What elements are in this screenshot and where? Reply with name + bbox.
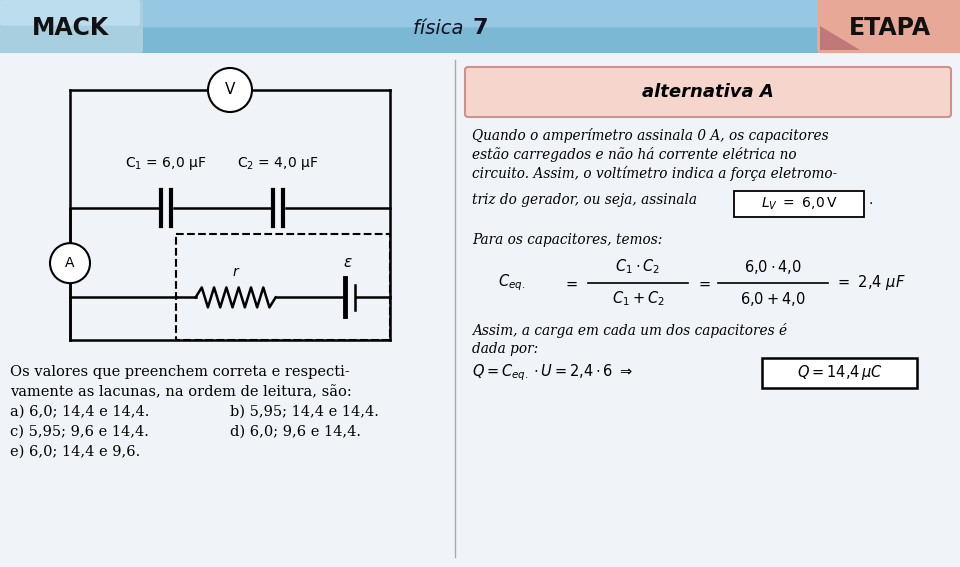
Text: Para os capacitores, temos:: Para os capacitores, temos: xyxy=(472,233,662,247)
FancyBboxPatch shape xyxy=(817,0,960,53)
Text: A: A xyxy=(65,256,75,270)
Text: 7: 7 xyxy=(472,18,488,38)
Bar xyxy=(734,191,864,217)
FancyBboxPatch shape xyxy=(77,0,883,53)
Text: $6{,}0 \cdot 4{,}0$: $6{,}0 \cdot 4{,}0$ xyxy=(744,258,802,276)
Text: Os valores que preenchem correta e respecti-: Os valores que preenchem correta e respe… xyxy=(10,365,349,379)
Text: C$_2$ = 4,0 μF: C$_2$ = 4,0 μF xyxy=(237,154,319,171)
Text: Assim, a carga em cada um dos capacitores é: Assim, a carga em cada um dos capacitore… xyxy=(472,323,787,338)
Text: V: V xyxy=(225,83,235,98)
Text: .: . xyxy=(868,193,873,207)
Text: $6{,}0 + 4{,}0$: $6{,}0 + 4{,}0$ xyxy=(740,290,805,308)
Text: $Q = 14{,}4\,\mu C$: $Q = 14{,}4\,\mu C$ xyxy=(797,363,882,383)
Text: $=$: $=$ xyxy=(696,276,711,290)
FancyBboxPatch shape xyxy=(0,0,143,53)
Text: C$_1$ = 6,0 μF: C$_1$ = 6,0 μF xyxy=(126,154,206,171)
Text: $=$: $=$ xyxy=(563,276,579,290)
Bar xyxy=(176,234,390,340)
Text: $C_1 \cdot C_2$: $C_1 \cdot C_2$ xyxy=(615,257,660,276)
Text: d) 6,0; 9,6 e 14,4.: d) 6,0; 9,6 e 14,4. xyxy=(230,425,361,439)
Text: dada por:: dada por: xyxy=(472,342,539,356)
Text: r: r xyxy=(232,265,238,280)
Text: ETAPA: ETAPA xyxy=(849,16,931,40)
Text: vamente as lacunas, na ordem de leitura, são:: vamente as lacunas, na ordem de leitura,… xyxy=(10,385,351,399)
FancyBboxPatch shape xyxy=(80,0,880,27)
Text: a) 6,0; 14,4 e 14,4.: a) 6,0; 14,4 e 14,4. xyxy=(10,405,150,419)
Text: triz do gerador, ou seja, assinala: triz do gerador, ou seja, assinala xyxy=(472,193,697,207)
Text: $Q = C_{eq.} \cdot U = 2{,}4 \cdot 6\ \Rightarrow$: $Q = C_{eq.} \cdot U = 2{,}4 \cdot 6\ \R… xyxy=(472,363,634,383)
Text: circuito. Assim, o voltímetro indica a força eletromo-: circuito. Assim, o voltímetro indica a f… xyxy=(472,166,837,181)
Polygon shape xyxy=(820,26,860,50)
Text: física: física xyxy=(413,19,470,37)
Text: MACK: MACK xyxy=(32,16,108,40)
Text: $=\ 2{,}4\ \mu F$: $=\ 2{,}4\ \mu F$ xyxy=(835,273,905,293)
Text: Quando o amperímetro assinala 0 A, os capacitores: Quando o amperímetro assinala 0 A, os ca… xyxy=(472,128,828,143)
Text: c) 5,95; 9,6 e 14,4.: c) 5,95; 9,6 e 14,4. xyxy=(10,425,149,439)
Text: ε: ε xyxy=(344,255,352,270)
FancyBboxPatch shape xyxy=(0,0,140,26)
Text: e) 6,0; 14,4 e 9,6.: e) 6,0; 14,4 e 9,6. xyxy=(10,445,140,459)
Text: $C_{eq.}$: $C_{eq.}$ xyxy=(498,273,525,293)
Circle shape xyxy=(208,68,252,112)
Text: estão carregados e não há corrente elétrica no: estão carregados e não há corrente elétr… xyxy=(472,147,797,162)
Text: $C_1 + C_2$: $C_1 + C_2$ xyxy=(612,290,664,308)
FancyBboxPatch shape xyxy=(465,67,951,117)
Text: b) 5,95; 14,4 e 14,4.: b) 5,95; 14,4 e 14,4. xyxy=(230,405,379,419)
Text: $L_V\ =\ 6{,}0\,\mathrm{V}$: $L_V\ =\ 6{,}0\,\mathrm{V}$ xyxy=(760,196,837,212)
Bar xyxy=(762,358,917,388)
Circle shape xyxy=(50,243,90,283)
Text: alternativa A: alternativa A xyxy=(642,83,774,101)
